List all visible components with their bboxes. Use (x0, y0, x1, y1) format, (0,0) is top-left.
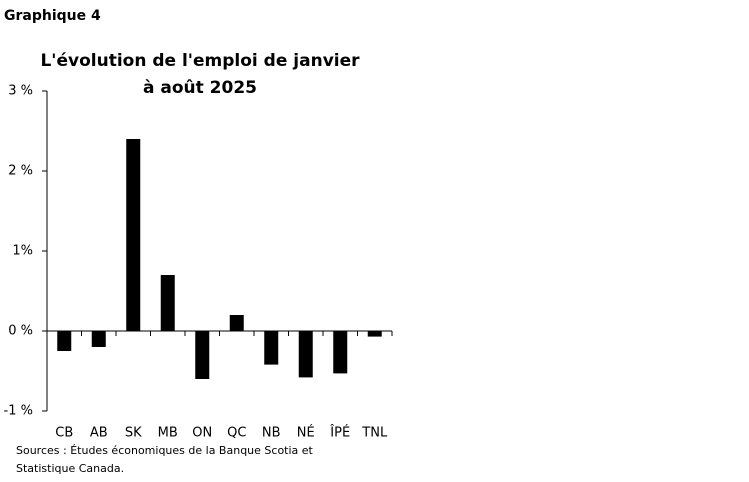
bar (264, 331, 279, 365)
y-tick-label: 0 % (8, 324, 33, 339)
y-tick-label: 2 % (8, 164, 33, 179)
y-tick-label: 1% (12, 244, 33, 259)
source: Sources : Études économiques de la Banqu… (16, 444, 314, 457)
chart-title: L'évolution de l'emploi de janvier (40, 51, 360, 71)
bar (298, 331, 313, 378)
bar (91, 331, 106, 347)
x-tick-label: TNL (361, 426, 388, 441)
bar (195, 331, 210, 379)
x-tick-label: NB (262, 426, 281, 441)
header: Graphique 4 (4, 8, 101, 24)
x-tick-label: SK (125, 426, 142, 441)
x-tick-label: ON (192, 426, 212, 441)
y-tick-label: -1 % (4, 404, 33, 419)
x-tick-label: QC (227, 426, 246, 441)
bar (126, 139, 141, 331)
x-tick-label: AB (90, 426, 108, 441)
chart-title: à août 2025 (143, 78, 257, 98)
y-tick-label: 3 % (8, 84, 33, 99)
x-tick-label: NÉ (297, 425, 315, 441)
bar (333, 331, 348, 374)
bar (160, 275, 175, 331)
x-tick-label: ÎPÉ (329, 425, 350, 441)
bar (229, 315, 244, 331)
source: Statistique Canada. (16, 462, 124, 475)
x-tick-label: MB (158, 426, 178, 441)
x-tick-label: CB (55, 426, 73, 441)
bar (57, 331, 72, 351)
bar (367, 331, 382, 337)
